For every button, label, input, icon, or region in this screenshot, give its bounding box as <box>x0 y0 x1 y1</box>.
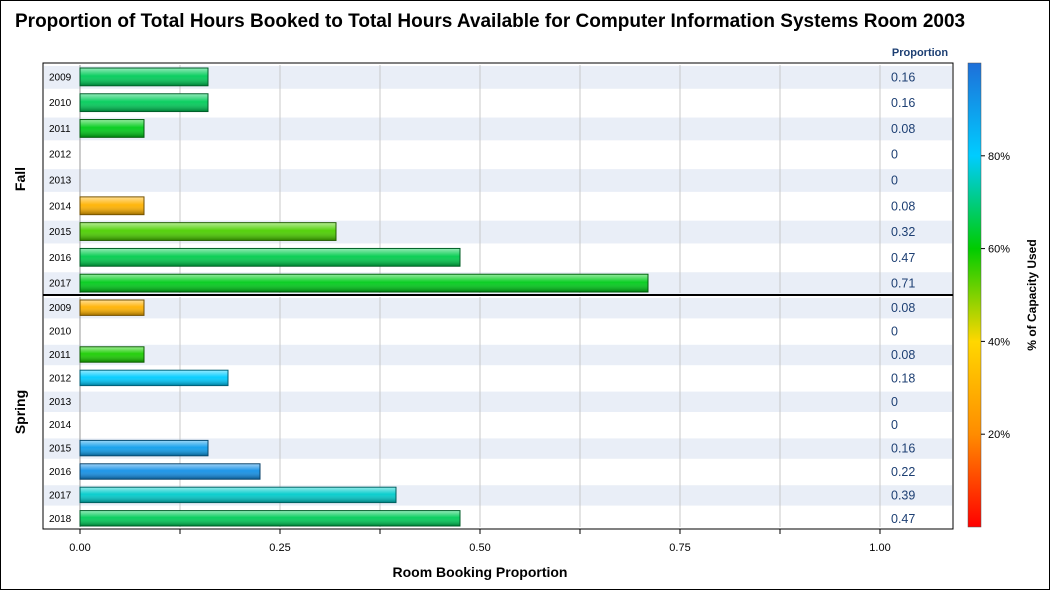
bar-sheen <box>80 347 144 362</box>
year-label: 2011 <box>49 350 71 361</box>
value-column-header: Proportion <box>892 47 948 59</box>
value-label: 0.32 <box>891 225 915 239</box>
bar-sheen <box>80 274 648 292</box>
year-label: 2017 <box>49 279 72 290</box>
bar-sheen <box>80 487 396 503</box>
bar-sheen <box>80 197 144 215</box>
value-label: 0.47 <box>891 512 915 526</box>
row-band <box>44 344 952 366</box>
value-label: 0.39 <box>891 488 915 502</box>
year-label: 2014 <box>49 201 72 212</box>
value-label: 0.08 <box>891 348 915 362</box>
x-tick-label: 0.50 <box>469 542 490 554</box>
value-label: 0.22 <box>891 465 915 479</box>
bar-sheen <box>80 511 460 526</box>
panel-label-spring: Spring <box>12 390 28 434</box>
value-label: 0.71 <box>891 277 915 291</box>
colorbar-tick-label: 60% <box>988 244 1010 256</box>
chart-title: Proportion of Total Hours Booked to Tota… <box>15 11 966 32</box>
colorbar-tick-label: 40% <box>988 336 1010 348</box>
year-label: 2017 <box>49 490 72 501</box>
bar-sheen <box>80 300 144 315</box>
value-label: 0.16 <box>891 70 915 84</box>
year-label: 2018 <box>49 514 72 525</box>
bar-sheen <box>80 94 208 112</box>
row-band <box>44 117 952 141</box>
bar-sheen <box>80 248 460 266</box>
row-band <box>44 298 952 319</box>
x-tick-label: 0.75 <box>669 542 690 554</box>
colorbar-tick-label: 20% <box>988 429 1010 441</box>
year-label: 2010 <box>49 327 72 338</box>
value-label: 0 <box>891 325 898 339</box>
value-label: 0.08 <box>891 199 915 213</box>
value-label: 0 <box>891 148 898 162</box>
value-label: 0.47 <box>891 251 915 265</box>
year-label: 2013 <box>49 397 72 408</box>
year-label: 2015 <box>49 444 72 455</box>
colorbar <box>967 62 982 528</box>
row-band <box>44 391 952 412</box>
year-label: 2009 <box>49 72 72 83</box>
colorbar-tick-label: 80% <box>988 151 1010 163</box>
x-tick-label: 0.00 <box>69 542 90 554</box>
panel-fall: 2009 0.16 2010 0.16 2011 0.08 2012 0 2013 0 2014 0.… <box>12 65 952 295</box>
bar-sheen <box>80 370 228 386</box>
year-label: 2015 <box>49 227 72 238</box>
bar-sheen <box>80 440 208 456</box>
year-label: 2011 <box>49 124 71 135</box>
year-label: 2016 <box>49 253 72 264</box>
row-band <box>44 169 952 192</box>
bar-sheen <box>80 464 260 479</box>
x-tick-label: 0.25 <box>269 542 290 554</box>
year-label: 2016 <box>49 467 72 478</box>
value-label: 0.18 <box>891 371 915 385</box>
year-label: 2013 <box>49 176 72 187</box>
value-label: 0 <box>891 395 898 409</box>
year-label: 2012 <box>49 373 72 384</box>
row-band <box>44 66 952 89</box>
colorbar-label: % of Capacity Used <box>1025 239 1039 350</box>
bar-sheen <box>80 68 208 86</box>
panel-label-fall: Fall <box>12 167 28 191</box>
value-label: 0.16 <box>891 96 915 110</box>
value-label: 0 <box>891 418 898 432</box>
value-label: 0.16 <box>891 442 915 456</box>
value-label: 0.08 <box>891 301 915 315</box>
year-label: 2009 <box>49 303 72 314</box>
year-label: 2010 <box>49 98 72 109</box>
row-band <box>44 438 952 459</box>
year-label: 2014 <box>49 420 72 431</box>
x-axis-label: Room Booking Proportion <box>393 564 568 580</box>
bar-sheen <box>80 120 144 137</box>
year-label: 2012 <box>49 150 72 161</box>
panel-spring: 2009 0.08 2010 0 2011 0.08 2012 0.18 2013 0 2014 0 2… <box>12 297 952 527</box>
value-label: 0.08 <box>891 122 915 136</box>
value-label: 0 <box>891 174 898 188</box>
x-tick-label: 1.00 <box>869 542 890 554</box>
bar-sheen <box>80 223 336 240</box>
